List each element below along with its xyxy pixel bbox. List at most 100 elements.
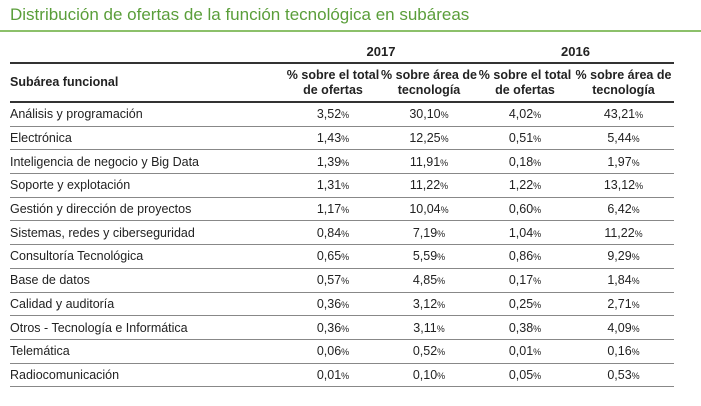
percent-sign: % [341,299,350,310]
percent-sign: % [533,110,542,121]
value: 1,39 [316,154,342,169]
value-cell: 3,12% [381,292,477,317]
column-header: % sobre área de tecnología [573,63,674,103]
value: 12,25 [409,131,441,146]
value: 1,31 [316,178,342,193]
percent-sign: % [533,276,542,287]
value: 0,18 [508,154,534,169]
value: 0,38 [508,320,534,335]
value: 0,05 [508,367,534,382]
value-cell: 1,22% [477,173,573,198]
value-cell: 11,22% [573,220,674,246]
value-cell: 0,65% [285,244,381,269]
percent-sign: % [341,276,350,287]
value-cell: 0,36% [285,292,381,317]
value: 5,59 [412,249,438,264]
value: 0,52 [412,344,438,359]
value-cell: 0,60% [477,197,573,222]
value-cell: 0,17% [477,268,573,293]
subarea-label: Gestión y dirección de proyectos [10,197,285,222]
percent-sign: % [436,323,445,334]
value: 2,71 [607,296,632,311]
table-row: Base de datos 0,57% 4,85% 0,17% 1,84% [10,268,674,293]
percent-sign: % [341,347,350,358]
percent-sign: % [631,157,640,168]
value-cell: 2,71% [573,292,674,317]
value: 5,44 [607,131,632,146]
table-row: Análisis y programación 3,52% 30,10% 4,02% 4… [10,102,674,127]
value-cell: 1,04% [477,220,573,246]
percent-sign: % [631,252,640,263]
percent-sign: % [341,228,350,239]
percent-sign: % [631,347,640,358]
column-header: % sobre el total de ofertas [477,63,573,103]
value-cell: 0,01% [285,363,381,388]
value-cell: 1,97% [573,149,674,175]
subarea-table: 2017 2016 Subárea funcional % sobre el t… [10,40,674,388]
value-cell: 10,04% [381,197,477,222]
percent-sign: % [341,370,350,381]
table-row: Sistemas, redes y ciberseguridad 0,84% 7,1… [10,220,674,246]
page-title: Distribución de ofertas de la función te… [10,5,470,24]
subarea-label: Soporte y explotación [10,173,285,198]
subarea-label: Otros - Tecnología e Informática [10,315,285,340]
percent-sign: % [533,299,542,310]
value-cell: 0,01% [477,339,573,364]
percent-sign: % [440,110,449,121]
value: 30,10 [409,107,441,122]
value-cell: 0,84% [285,220,381,246]
percent-sign: % [440,134,449,145]
percent-sign: % [440,181,449,192]
value: 0,17 [508,273,534,288]
column-header: Subárea funcional [10,63,285,103]
value-cell: 9,29% [573,244,674,269]
title-divider [0,30,701,32]
percent-sign: % [437,347,446,358]
percent-sign: % [437,228,446,239]
value-cell: 1,17% [285,197,381,222]
value: 4,85 [412,273,438,288]
percent-sign: % [440,205,449,216]
value-cell: 0,10% [381,363,477,388]
value: 0,25 [508,296,534,311]
value-cell: 0,06% [285,339,381,364]
value: 11,22 [409,178,441,193]
subarea-label: Consultoría Tecnológica [10,244,285,269]
percent-sign: % [533,228,542,239]
value: 1,04 [508,225,534,240]
table-row: Consultoría Tecnológica 0,65% 5,59% 0,86% 9,… [10,244,674,269]
value-cell: 13,12% [573,173,674,198]
percent-sign: % [634,228,643,239]
table-row: Calidad y auditoría 0,36% 3,12% 0,25% 2,71% [10,292,674,317]
value-cell: 43,21% [573,102,674,127]
value-cell: 4,85% [381,268,477,293]
table-row: Otros - Tecnología e Informática 0,36% 3,1… [10,315,674,340]
value-cell: 5,59% [381,244,477,269]
value-cell: 6,42% [573,197,674,222]
value: 1,84 [607,273,632,288]
value: 9,29 [607,249,632,264]
value-cell: 1,43% [285,126,381,151]
percent-sign: % [533,347,542,358]
value-cell: 5,44% [573,126,674,151]
percent-sign: % [533,323,542,334]
percent-sign: % [341,181,350,192]
table-row: Gestión y dirección de proyectos 1,17% 10,… [10,197,674,222]
value-cell: 11,91% [381,149,477,175]
value-cell: 11,22% [381,173,477,198]
value: 0,51 [508,131,534,146]
value: 0,16 [607,344,632,359]
column-header: % sobre el total de ofertas [285,63,381,103]
column-header: % sobre área de tecnología [381,63,477,103]
percent-sign: % [533,157,542,168]
value-cell: 3,52% [285,102,381,127]
value: 0,06 [316,344,342,359]
value: 3,11 [413,320,437,335]
percent-sign: % [533,134,542,145]
percent-sign: % [631,370,640,381]
percent-sign: % [533,205,542,216]
percent-sign: % [437,276,446,287]
value-cell: 0,05% [477,363,573,388]
value: 6,42 [607,202,632,217]
subarea-label: Electrónica [10,126,285,151]
